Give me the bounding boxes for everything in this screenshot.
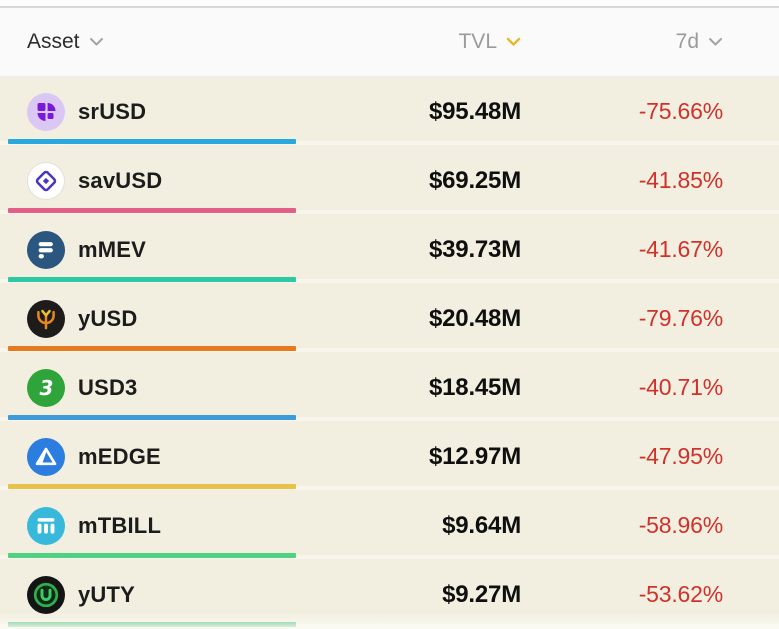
table-row-mMEV[interactable]: mMEV $39.73M -41.67% <box>0 215 779 284</box>
savusd-icon <box>27 161 65 200</box>
change-7d-value: -53.62% <box>638 581 723 607</box>
asset-name: srUSD <box>78 98 147 124</box>
asset-name: mEDGE <box>78 443 161 469</box>
asset-name: yUSD <box>78 305 138 331</box>
7d-column-label: 7d <box>675 30 699 53</box>
tvl-column-sort[interactable]: TVL <box>458 30 521 54</box>
tvl-value: $12.97M <box>429 442 521 470</box>
usd3-icon: 3 <box>27 368 65 407</box>
asset-accent-underline <box>8 484 296 489</box>
change-7d-value: -41.67% <box>638 236 723 262</box>
tvl-value: $69.25M <box>429 166 521 194</box>
asset-column-label: Asset <box>27 30 80 53</box>
table-row-USD3[interactable]: 3 USD3 $18.45M -40.71% <box>0 353 779 422</box>
tvl-value: $9.64M <box>442 511 521 539</box>
table-row-yUTY[interactable]: yUTY $9.27M -53.62% <box>0 560 779 629</box>
tvl-value: $9.27M <box>442 580 521 608</box>
srusd-icon <box>27 92 65 131</box>
chevron-down-icon <box>89 38 103 46</box>
asset-accent-underline <box>8 415 296 420</box>
change-7d-value: -79.76% <box>638 305 723 331</box>
asset-accent-underline <box>8 277 296 282</box>
asset-accent-underline <box>8 346 296 351</box>
change-7d-value: -47.95% <box>638 443 723 469</box>
change-7d-value: -75.66% <box>638 98 723 124</box>
tvl-value: $95.48M <box>429 97 521 125</box>
chevron-down-icon <box>709 38 722 46</box>
asset-name: yUTY <box>78 581 136 607</box>
asset-name: USD3 <box>78 374 138 400</box>
table-header: Asset TVL 7d <box>0 8 779 77</box>
table-row-mTBILL[interactable]: mTBILL $9.64M -58.96% <box>0 491 779 560</box>
yusd-icon <box>27 299 65 338</box>
mtbill-icon <box>27 506 65 545</box>
tvl-value: $18.45M <box>429 373 521 401</box>
asset-column-sort[interactable]: Asset <box>27 30 104 54</box>
table-row-srUSD[interactable]: srUSD $95.48M -75.66% <box>0 77 779 146</box>
table-row-mEDGE[interactable]: mEDGE $12.97M -47.95% <box>0 422 779 491</box>
7d-column-sort[interactable]: 7d <box>676 30 723 54</box>
yuty-icon <box>27 575 65 614</box>
asset-accent-underline <box>8 622 296 627</box>
asset-accent-underline <box>8 208 296 213</box>
asset-accent-underline <box>8 553 296 558</box>
mmev-icon <box>27 230 65 269</box>
change-7d-value: -58.96% <box>638 512 723 538</box>
asset-accent-underline <box>8 139 296 144</box>
asset-name: mMEV <box>78 236 147 262</box>
chevron-down-icon-active-sort <box>506 37 521 46</box>
medge-icon <box>27 437 65 476</box>
tvl-value: $39.73M <box>429 235 521 263</box>
tvl-column-label: TVL <box>458 30 497 53</box>
tvl-value: $20.48M <box>429 304 521 332</box>
svg-text:3: 3 <box>40 375 54 399</box>
asset-name: savUSD <box>78 167 163 193</box>
asset-name: mTBILL <box>78 512 162 538</box>
asset-table-body: srUSD $95.48M -75.66% savUSD $69.25M -41… <box>0 77 779 629</box>
table-row-savUSD[interactable]: savUSD $69.25M -41.85% <box>0 146 779 215</box>
table-row-yUSD[interactable]: yUSD $20.48M -79.76% <box>0 284 779 353</box>
top-divider-strip <box>0 0 779 8</box>
change-7d-value: -40.71% <box>638 374 723 400</box>
change-7d-value: -41.85% <box>638 167 723 193</box>
